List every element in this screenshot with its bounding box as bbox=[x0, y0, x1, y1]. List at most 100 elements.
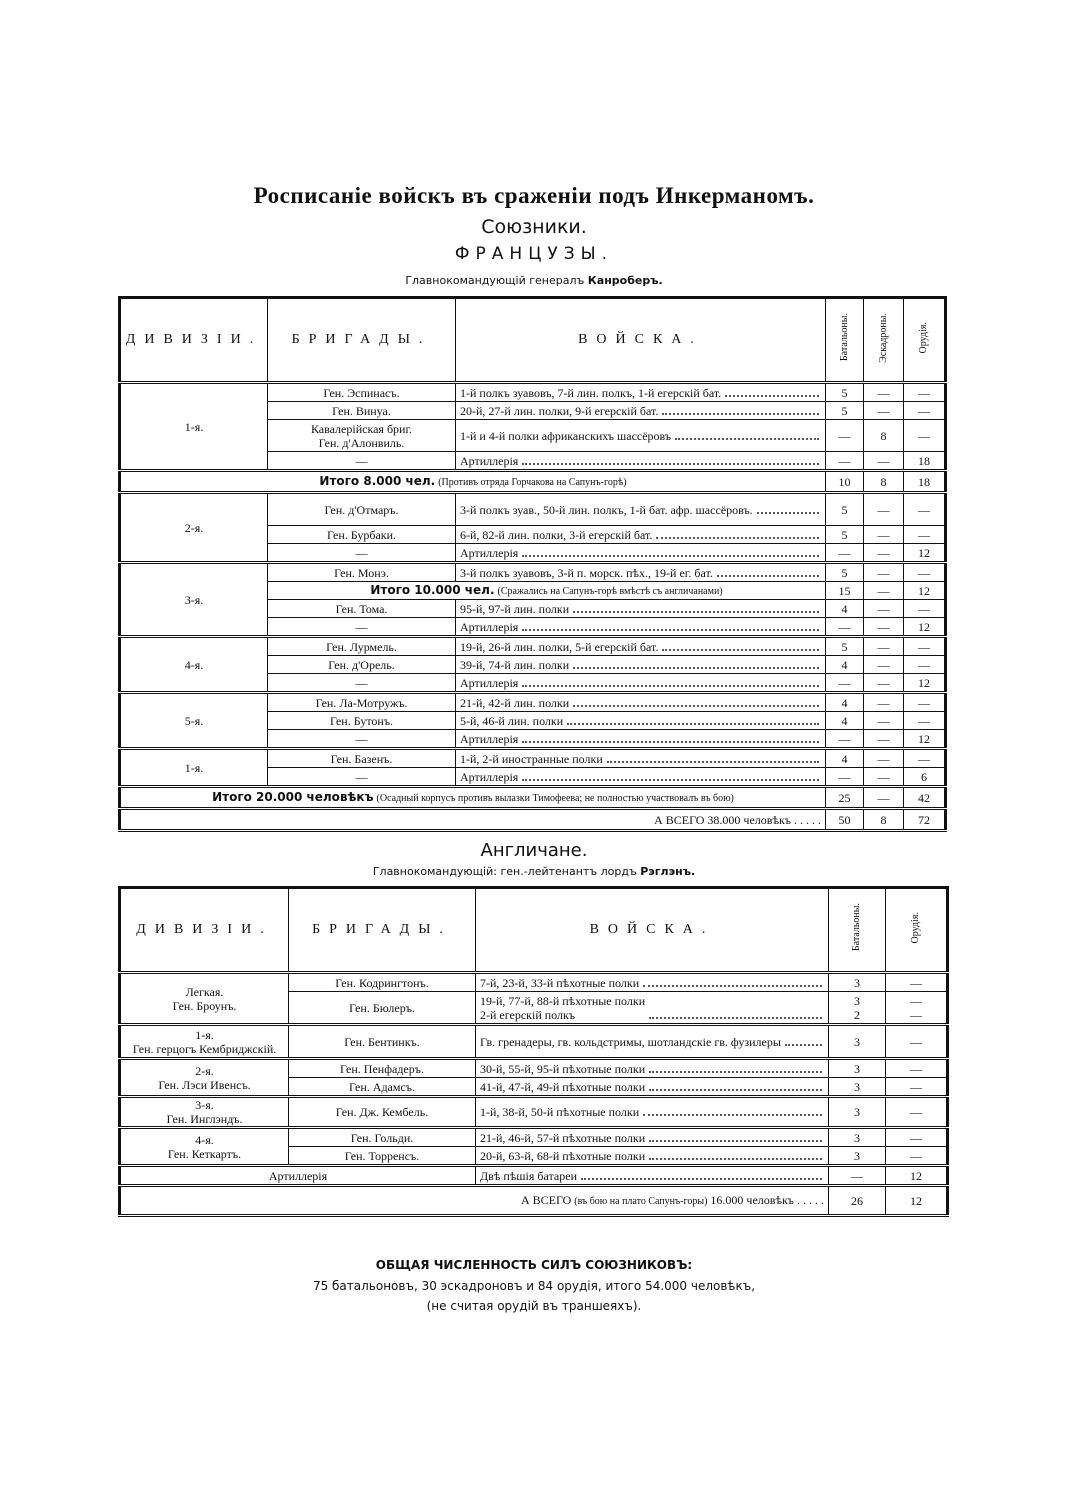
brigade-cell: Ген. Бентинкъ. bbox=[288, 1023, 476, 1059]
dot-leader bbox=[649, 1070, 822, 1073]
dot-leader bbox=[649, 1088, 822, 1091]
value-cell: 5 bbox=[825, 525, 864, 544]
table-row: Кавалерійская бриг. Ген. д'Алонвиль. 1-й … bbox=[120, 419, 946, 452]
column-header: ДИВИЗІИ. bbox=[119, 887, 289, 973]
value-cell: — bbox=[903, 491, 946, 526]
brigade-cell: Ген. д'Отмаръ. bbox=[267, 491, 456, 526]
table-row: Ген. Бюлеръ. 19-й, 77-й, 88-й пѣхотные по… bbox=[120, 991, 948, 1025]
troops-wrap: Артиллерія bbox=[460, 454, 821, 468]
value-cell: — bbox=[863, 767, 904, 787]
total-note: (Осадный корпусъ противъ вылазки Тимофее… bbox=[376, 792, 734, 804]
troops-cell: 6-й, 82-й лин. полки, 3-й егерскій бат. bbox=[455, 525, 826, 544]
value-cell: — bbox=[863, 711, 904, 730]
value-cell: — bbox=[863, 599, 904, 618]
value-cell: 4 bbox=[825, 747, 864, 768]
division-cell: 1-я. bbox=[119, 747, 268, 787]
value-cell: — bbox=[828, 1164, 886, 1186]
dot-leader bbox=[522, 684, 819, 687]
troops-wrap: 21-й, 46-й, 57-й пѣхотные полки bbox=[480, 1131, 824, 1145]
division-cell: 5-я. bbox=[119, 691, 268, 749]
troops-cell: 3-й полкъ зуав., 50-й лин. полкъ, 1-й ба… bbox=[455, 491, 826, 526]
troops-cell: Артиллерія bbox=[455, 767, 826, 787]
brigade-cell: Ген. Гольди. bbox=[288, 1126, 476, 1147]
value-cell: 4 bbox=[825, 599, 864, 618]
value-cell: — bbox=[863, 401, 904, 420]
troops-wrap: 3-й полкъ зуав., 50-й лин. полкъ, 1-й ба… bbox=[460, 503, 821, 517]
table-row: 3-я. Ген. Инглэндъ. Ген. Дж. Кембель. 1-й,… bbox=[119, 1095, 948, 1128]
troops-text: 20-й, 27-й лин. полки, 9-й егерскій бат. bbox=[460, 403, 659, 418]
value-cell: 5 bbox=[825, 635, 864, 656]
value-cell: 12 bbox=[903, 617, 946, 637]
page-title: Росписаніе войскъ въ сраженіи подъ Инкер… bbox=[253, 183, 815, 208]
dot-leader bbox=[649, 1157, 822, 1160]
troops-wrap: 30-й, 55-й, 95-й пѣхотные полки bbox=[480, 1062, 824, 1076]
column-header-text: Батальоны. bbox=[851, 903, 862, 952]
french-commander: Главнокомандующій генералъ Канроберъ. bbox=[0, 274, 1068, 287]
value-cell: — bbox=[903, 561, 946, 582]
division-cell: 1-я. bbox=[119, 381, 268, 471]
subtotal-cell: Итого 10.000 чел. (Сражались на Сапунъ-г… bbox=[267, 581, 826, 600]
troops-cell: 1-й полкъ зуавовъ, 7-й лин. полкъ, 1-й е… bbox=[455, 381, 826, 402]
troops-text: Артиллерія bbox=[460, 453, 519, 468]
table-row: Ген. Торренсъ. 20-й, 63-й, 68-й пѣхотные … bbox=[120, 1146, 948, 1166]
column-header-text: ДИВИЗІИ. bbox=[136, 922, 273, 937]
value-cell: 12 bbox=[903, 729, 946, 749]
troops-wrap: 1-й полкъ зуавовъ, 7-й лин. полкъ, 1-й е… bbox=[460, 386, 821, 400]
division-cell: 4-я. bbox=[119, 635, 268, 693]
troops-wrap: 5-й, 46-й лин. полки bbox=[460, 714, 821, 728]
troops-text: Гв. гренадеры, гв. кольдстримы, шотландс… bbox=[480, 1034, 781, 1049]
summary-heading: ОБЩАЯ ЧИСЛЕННОСТЬ СИЛЪ СОЮЗНИКОВЪ: bbox=[375, 1258, 693, 1272]
troops-cell: 41-й, 47-й, 49-й пѣхотные полки bbox=[475, 1077, 829, 1097]
value-cell: — bbox=[825, 451, 864, 471]
value-cell: — bbox=[863, 747, 904, 768]
column-header-text: ВОЙСКА. bbox=[589, 922, 715, 937]
troops-wrap: 20-й, 27-й лин. полки, 9-й егерскій бат. bbox=[460, 404, 821, 418]
brigade-cell: Ген. Пенфадеръ. bbox=[288, 1057, 476, 1078]
table-row: Итого 10.000 чел. (Сражались на Сапунъ-г… bbox=[120, 581, 946, 600]
troops-cell: 3-й полкъ зуавовъ, 3-й п. морск. пѣх., 1… bbox=[455, 561, 826, 582]
value-cell: — bbox=[885, 971, 948, 992]
column-header-text: БРИГАДЫ. bbox=[291, 332, 432, 347]
troops-cell: Артиллерія bbox=[455, 617, 826, 637]
column-header: Орудія. bbox=[885, 887, 948, 973]
troops-cell: 95-й, 97-й лин. полки bbox=[455, 599, 826, 618]
troops-text: 5-й, 46-й лин. полки bbox=[460, 713, 564, 728]
brigade-cell: Ген. Бурбаки. bbox=[267, 525, 456, 544]
troops-wrap: Гв. гренадеры, гв. кольдстримы, шотландс… bbox=[480, 1035, 824, 1049]
column-header: Батальоны. bbox=[828, 887, 886, 973]
table-row: — Артиллерія — —12 bbox=[120, 673, 946, 693]
value-cell: — bbox=[825, 673, 864, 693]
brigade-cell: Ген. Кодрингтонъ. bbox=[288, 971, 476, 992]
troops-text: 3-й полкъ зуавовъ, 3-й п. морск. пѣх., 1… bbox=[460, 565, 713, 580]
french-heading: ФРАНЦУЗЫ. bbox=[454, 244, 614, 264]
dot-leader: . . . . . bbox=[791, 812, 821, 827]
dot-leader bbox=[662, 648, 819, 651]
value-cell: 3 bbox=[828, 1126, 886, 1147]
table-row: 1-я. Ген. Базенъ. 1-й, 2-й иностранные пол… bbox=[119, 747, 946, 787]
dot-leader bbox=[725, 394, 819, 397]
column-header-text: ДИВИЗІИ. bbox=[125, 332, 263, 347]
troops-text: 21-й, 46-й, 57-й пѣхотные полки bbox=[480, 1130, 646, 1145]
troops-cell: 19-й, 26-й лин. полки, 5-й егерскій бат. bbox=[455, 635, 826, 656]
english-heading: Англичане. bbox=[480, 840, 588, 861]
value-cell: 25 bbox=[825, 785, 864, 810]
troops-wrap: Артиллерія bbox=[460, 620, 821, 634]
brigade-cell: Ген. Эспинасъ. bbox=[267, 381, 456, 402]
value-cell: 5 bbox=[825, 381, 864, 402]
troops-cell: Двѣ пѣшія батареи bbox=[475, 1164, 829, 1186]
value-cell: — bbox=[903, 401, 946, 420]
dot-leader bbox=[573, 666, 819, 669]
division-cell: 2-я. Ген. Лэси Ивенсъ. bbox=[119, 1057, 289, 1097]
value-cell: 4 bbox=[825, 655, 864, 674]
dot-leader bbox=[567, 722, 819, 725]
troops-cell: 1-й, 2-й иностранные полки bbox=[455, 747, 826, 768]
troops-cell: 19-й, 77-й, 88-й пѣхотные полки 2-й егер… bbox=[475, 991, 829, 1025]
troops-cell: 20-й, 27-й лин. полки, 9-й егерскій бат. bbox=[455, 401, 826, 420]
value-cell: — bbox=[825, 419, 864, 452]
troops-wrap: Артиллерія bbox=[460, 546, 821, 560]
column-header-text: ВОЙСКА. bbox=[578, 332, 703, 347]
grand-total-row: А ВСЕГО 38.000 человѣкъ . . . . . 50 8 72 bbox=[119, 807, 946, 832]
value-cell: — bbox=[825, 767, 864, 787]
value-cell: — bbox=[903, 525, 946, 544]
value-cell: 15 bbox=[825, 581, 864, 600]
